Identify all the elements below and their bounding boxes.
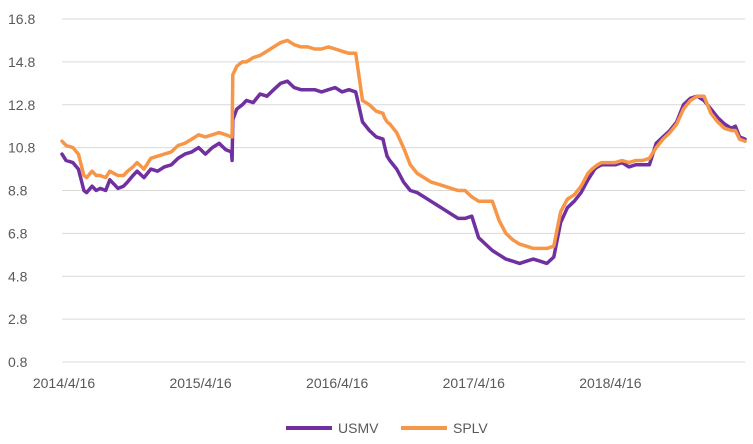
legend[interactable]: USMV SPLV xyxy=(286,420,488,436)
y-tick-label: 6.8 xyxy=(8,225,28,241)
x-tick-label: 2017/4/16 xyxy=(443,375,505,391)
series-lines xyxy=(60,38,747,266)
x-tick-label: 2014/4/16 xyxy=(33,375,95,391)
legend-label-splv[interactable]: SPLV xyxy=(453,420,488,436)
y-tick-label: 4.8 xyxy=(8,268,28,284)
y-gridlines xyxy=(62,18,745,363)
y-tick-label: 16.8 xyxy=(8,11,35,27)
series-line-usmv xyxy=(60,79,747,266)
y-tick-label: 14.8 xyxy=(8,54,35,70)
legend-label-usmv[interactable]: USMV xyxy=(338,420,379,436)
x-tick-label: 2016/4/16 xyxy=(306,375,368,391)
y-tick-label: 0.8 xyxy=(8,354,28,370)
series-line-splv xyxy=(60,38,747,251)
y-tick-label: 10.8 xyxy=(8,140,35,156)
y-tick-label: 8.8 xyxy=(8,183,28,199)
y-tick-label: 12.8 xyxy=(8,97,35,113)
y-tick-label: 2.8 xyxy=(8,311,28,327)
x-tick-label: 2015/4/16 xyxy=(169,375,231,391)
x-axis-tick-labels: 2014/4/16 2015/4/16 2016/4/16 2017/4/16 2018… xyxy=(33,375,642,391)
x-tick-label: 2018/4/16 xyxy=(579,375,641,391)
y-axis-tick-labels: 0.8 2.8 4.8 6.8 8.8 10.8 12.8 14.8 16.8 xyxy=(8,11,35,370)
